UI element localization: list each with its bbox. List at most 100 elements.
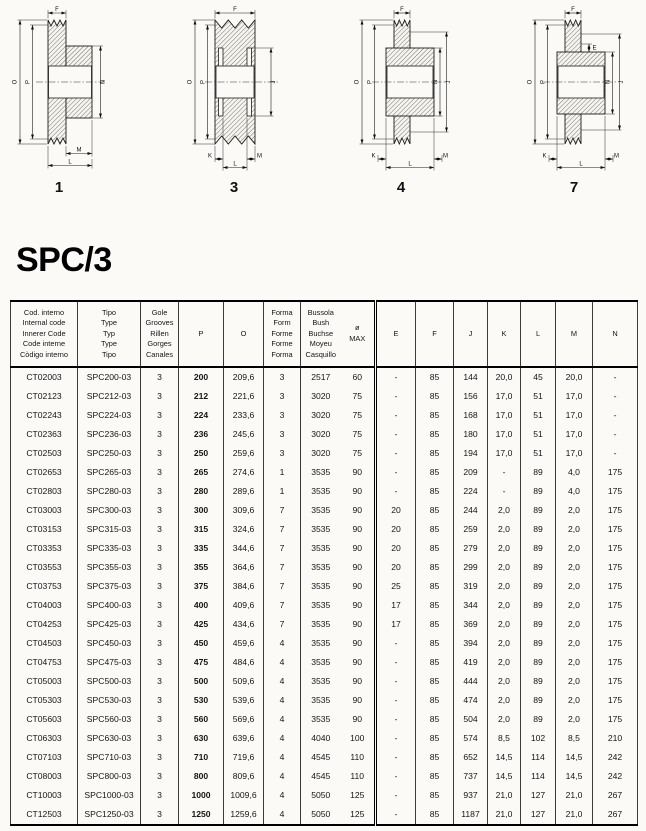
table-cell-m: 8,5	[555, 729, 593, 748]
table-cell-e: -	[374, 767, 416, 786]
table-cell-n: 175	[592, 596, 638, 615]
table-cell-o: 221,6	[223, 387, 264, 406]
header-line: Type	[100, 339, 118, 349]
table-cell-f: 85	[415, 444, 454, 463]
table-cell-o: 233,6	[223, 406, 264, 425]
table-row: CT07103 SPC710-03 3 710 719,6 4 4545 110-85 652 1…	[11, 748, 638, 767]
table-cell-k: 14,5	[487, 748, 521, 767]
table-cell-type: SPC335-03	[77, 539, 141, 558]
table-cell-k: 2,0	[487, 501, 521, 520]
table-cell-form: 3	[263, 367, 301, 387]
table-cell-l: 114	[520, 767, 556, 786]
table-cell-f: 85	[415, 425, 454, 444]
table-cell-type: SPC265-03	[77, 463, 141, 482]
table-cell-m: 4,0	[555, 463, 593, 482]
table-cell-m: 2,0	[555, 672, 593, 691]
table-cell-grooves: 3	[140, 463, 179, 482]
table-cell-m: 17,0	[555, 406, 593, 425]
table-cell-n: 175	[592, 520, 638, 539]
table-cell-p: 236	[178, 425, 224, 444]
table-cell-l: 89	[520, 691, 556, 710]
table-cell-j: 209	[453, 463, 488, 482]
table-cell-k: 8,5	[487, 729, 521, 748]
table-cell-f: 85	[415, 615, 454, 634]
table-cell-k: 17,0	[487, 444, 521, 463]
table-cell-k: 2,0	[487, 653, 521, 672]
table-cell-code: CT12503	[26, 809, 62, 819]
table-cell-bush: 3535	[300, 710, 341, 729]
table-cell-bush: 3020	[300, 406, 341, 425]
header-line: F	[432, 328, 437, 338]
table-cell-m: 2,0	[555, 634, 593, 653]
diagram-form-number: 4	[396, 179, 406, 196]
table-cell-code: CT02243	[26, 410, 62, 420]
table-cell-dmax: 90	[352, 581, 363, 591]
table-cell-e: -	[374, 710, 416, 729]
column-header-m: M	[555, 301, 593, 368]
table-cell-dmax: 90	[352, 524, 363, 534]
table-cell-p: 500	[178, 672, 224, 691]
table-cell-o: 209,6	[223, 367, 264, 387]
table-cell-f: 85	[415, 805, 454, 825]
table-row: CT02243 SPC224-03 3 224 233,6 3 3020 75-85 168 17…	[11, 406, 638, 425]
header-line: L	[535, 328, 541, 338]
column-header-grooves: Gole Grooves Rillen Gorges Canales	[140, 301, 179, 368]
table-cell-o: 484,6	[223, 653, 264, 672]
table-cell-grooves: 3	[140, 387, 179, 406]
table-cell-m: 2,0	[555, 539, 593, 558]
table-cell-m: 14,5	[555, 767, 593, 786]
table-cell-o: 1009,6	[223, 786, 264, 805]
diagram-form-number: 1	[54, 179, 64, 196]
table-cell-o: 719,6	[223, 748, 264, 767]
table-row: CT10003 SPC1000-03 3 1000 1009,6 4 5050 125-85 9…	[11, 786, 638, 805]
table-cell-m: 17,0	[555, 387, 593, 406]
table-row: CT12503 SPC1250-03 3 1250 1259,6 4 5050 125-85 1…	[11, 805, 638, 825]
table-cell-type: SPC250-03	[77, 444, 141, 463]
table-cell-dmax: 60	[352, 372, 363, 382]
table-cell-e: 25	[374, 577, 416, 596]
table-cell-k: 2,0	[487, 558, 521, 577]
table-cell-k: 2,0	[487, 710, 521, 729]
table-cell-code: CT03003	[26, 505, 62, 515]
table-cell-j: 652	[453, 748, 488, 767]
table-cell-form: 4	[263, 672, 301, 691]
table-cell-o: 309,6	[223, 501, 264, 520]
table-cell-e: -	[374, 482, 416, 501]
table-cell-f: 85	[415, 786, 454, 805]
dim-label-o: O	[188, 79, 194, 84]
header-line: Casquillo	[305, 349, 336, 359]
table-cell-f: 85	[415, 387, 454, 406]
table-cell-form: 4	[263, 729, 301, 748]
table-cell-m: 17,0	[555, 425, 593, 444]
table-cell-f: 85	[415, 577, 454, 596]
table-cell-k: 2,0	[487, 615, 521, 634]
table-cell-j: 937	[453, 786, 488, 805]
table-cell-code: CT05303	[26, 695, 62, 705]
table-cell-o: 274,6	[223, 463, 264, 482]
table-cell-p: 375	[178, 577, 224, 596]
table-cell-f: 85	[415, 367, 454, 387]
table-cell-dmax: 90	[352, 467, 363, 477]
table-cell-bush: 3020	[300, 387, 341, 406]
table-cell-bush: 3535	[300, 653, 341, 672]
table-row: CT02003 SPC200-03 3 200 209,6 3 2517 60-85 144 20…	[11, 367, 638, 387]
table-cell-n: 175	[592, 634, 638, 653]
table-cell-grooves: 3	[140, 577, 179, 596]
table-cell-e: 20	[374, 558, 416, 577]
header-line: Moyeu	[309, 339, 332, 349]
dim-label-k: K	[208, 153, 212, 159]
table-cell-l: 51	[520, 387, 556, 406]
table-cell-k: -	[487, 482, 521, 501]
table-cell-f: 85	[415, 520, 454, 539]
table-cell-form: 3	[263, 387, 301, 406]
table-cell-j: 144	[453, 367, 488, 387]
dim-label-k: K	[542, 153, 546, 159]
table-cell-code: CT02503	[26, 448, 62, 458]
dim-label-o: O	[355, 79, 361, 84]
pulley-cross-section-3: F O P J K M L	[188, 7, 278, 171]
header-line: Bussola	[307, 307, 334, 317]
dim-label-p: P	[201, 80, 207, 84]
table-cell-n: 175	[592, 615, 638, 634]
table-cell-e: -	[374, 387, 416, 406]
header-line: Grooves	[145, 318, 174, 328]
